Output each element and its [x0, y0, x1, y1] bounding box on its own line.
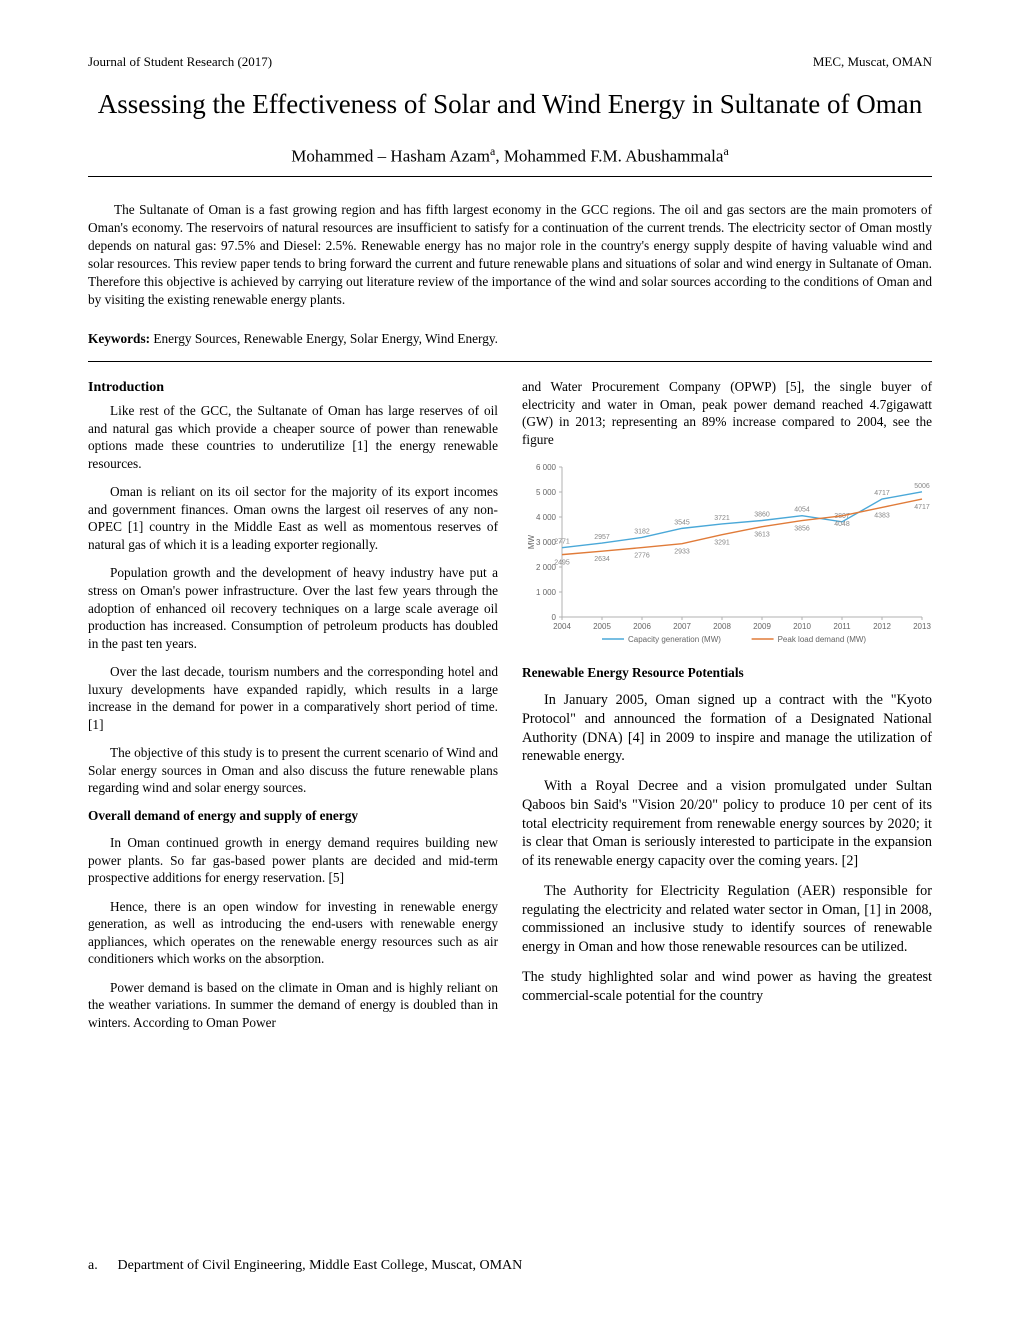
- svg-text:3860: 3860: [754, 512, 770, 519]
- right-p1: and Water Procurement Company (OPWP) [5]…: [522, 378, 932, 448]
- introduction-heading: Introduction: [88, 380, 498, 396]
- svg-text:2009: 2009: [753, 622, 771, 631]
- right-p5: The study highlighted solar and wind pow…: [522, 968, 932, 1005]
- intro-p5: The objective of this study is to presen…: [88, 744, 498, 797]
- svg-text:4048: 4048: [834, 521, 850, 528]
- svg-text:1 000: 1 000: [536, 588, 557, 597]
- demand-p1: In Oman continued growth in energy deman…: [88, 834, 498, 887]
- svg-text:4054: 4054: [794, 507, 810, 514]
- svg-text:5006: 5006: [914, 483, 930, 490]
- affiliation-short: MEC, Muscat, OMAN: [813, 54, 932, 70]
- demand-p2: Hence, there is an open window for inves…: [88, 898, 498, 968]
- svg-text:2634: 2634: [594, 556, 610, 563]
- svg-text:2013: 2013: [913, 622, 931, 631]
- potentials-subheading: Renewable Energy Resource Potentials: [522, 665, 932, 681]
- keywords-text: Energy Sources, Renewable Energy, Solar …: [150, 331, 498, 346]
- svg-text:Capacity generation (MW): Capacity generation (MW): [628, 635, 721, 644]
- svg-text:2005: 2005: [593, 622, 611, 631]
- left-column: Introduction Like rest of the GCC, the S…: [88, 378, 498, 1042]
- intro-p3: Population growth and the development of…: [88, 564, 498, 652]
- svg-text:3545: 3545: [674, 520, 690, 527]
- svg-text:5 000: 5 000: [536, 488, 557, 497]
- svg-text:2011: 2011: [833, 622, 851, 631]
- abstract-rule: [88, 361, 932, 362]
- svg-text:3721: 3721: [714, 515, 730, 522]
- svg-text:2957: 2957: [594, 534, 610, 541]
- svg-text:2776: 2776: [634, 553, 650, 560]
- svg-text:Peak load demand (MW): Peak load demand (MW): [778, 635, 867, 644]
- running-header: Journal of Student Research (2017) MEC, …: [88, 54, 932, 70]
- svg-text:2007: 2007: [673, 622, 691, 631]
- author-line: Mohammed – Hasham Azama, Mohammed F.M. A…: [88, 144, 932, 167]
- svg-text:4717: 4717: [874, 490, 890, 497]
- svg-text:4 000: 4 000: [536, 513, 557, 522]
- keywords-label: Keywords:: [88, 331, 150, 346]
- right-p3: With a Royal Decree and a vision promulg…: [522, 777, 932, 871]
- author-affiliation-footnote: a. Department of Civil Engineering, Midd…: [88, 1258, 522, 1274]
- svg-text:2495: 2495: [554, 560, 570, 567]
- svg-text:2771: 2771: [554, 539, 570, 546]
- capacity-demand-chart: 01 0002 0003 0004 0005 0006 000200420052…: [522, 459, 932, 649]
- svg-text:3291: 3291: [714, 540, 730, 547]
- demand-subheading: Overall demand of energy and supply of e…: [88, 808, 498, 824]
- footnote-text: Department of Civil Engineering, Middle …: [118, 1258, 523, 1273]
- svg-text:2012: 2012: [873, 622, 891, 631]
- svg-text:3856: 3856: [794, 526, 810, 533]
- intro-p2: Oman is reliant on its oil sector for th…: [88, 483, 498, 553]
- svg-text:6 000: 6 000: [536, 463, 557, 472]
- paper-title: Assessing the Effectiveness of Solar and…: [88, 88, 932, 122]
- right-p4: The Authority for Electricity Regulation…: [522, 882, 932, 957]
- svg-text:2004: 2004: [553, 622, 571, 631]
- right-p2: In January 2005, Oman signed up a contra…: [522, 691, 932, 766]
- svg-text:3182: 3182: [634, 529, 650, 536]
- footnote-label: a.: [88, 1258, 114, 1274]
- abstract-text: The Sultanate of Oman is a fast growing …: [88, 201, 932, 309]
- svg-text:2010: 2010: [793, 622, 811, 631]
- intro-p1: Like rest of the GCC, the Sultanate of O…: [88, 402, 498, 472]
- svg-text:4717: 4717: [914, 504, 930, 511]
- svg-text:2933: 2933: [674, 549, 690, 556]
- demand-p3: Power demand is based on the climate in …: [88, 979, 498, 1032]
- svg-text:0: 0: [552, 613, 557, 622]
- right-column: and Water Procurement Company (OPWP) [5]…: [522, 378, 932, 1042]
- title-rule: [88, 176, 932, 177]
- svg-text:MW: MW: [527, 535, 536, 550]
- two-column-body: Introduction Like rest of the GCC, the S…: [88, 378, 932, 1042]
- svg-text:3613: 3613: [754, 532, 770, 539]
- svg-text:2008: 2008: [713, 622, 731, 631]
- keywords-line: Keywords: Energy Sources, Renewable Ener…: [88, 331, 932, 347]
- line-chart-svg: 01 0002 0003 0004 0005 0006 000200420052…: [522, 459, 932, 649]
- journal-name: Journal of Student Research (2017): [88, 54, 272, 70]
- intro-p4: Over the last decade, tourism numbers an…: [88, 663, 498, 733]
- svg-text:2006: 2006: [633, 622, 651, 631]
- svg-text:4383: 4383: [874, 513, 890, 520]
